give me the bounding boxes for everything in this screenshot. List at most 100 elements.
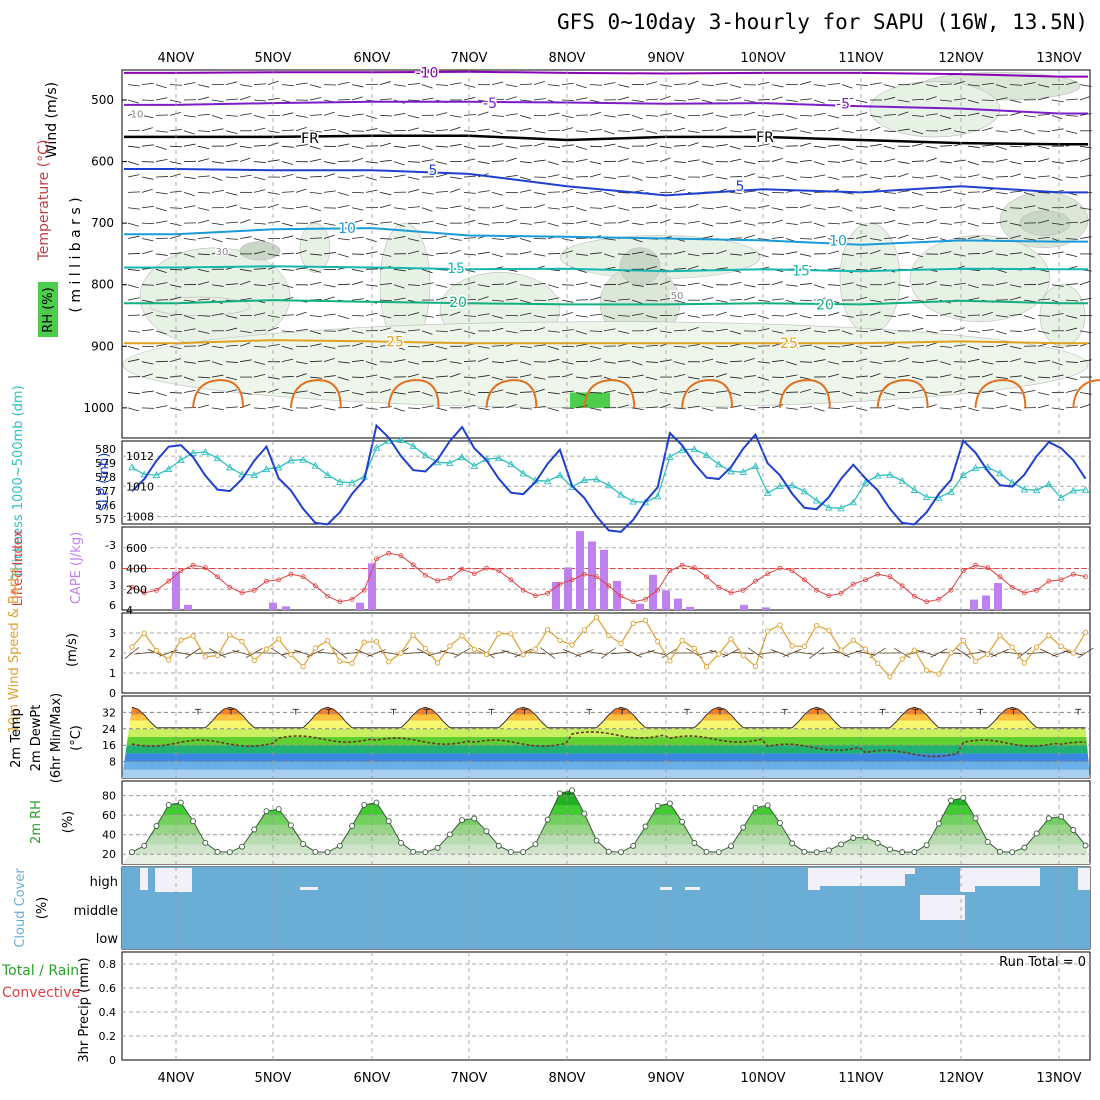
wind-barb: [309, 404, 322, 409]
wind-barb: [855, 207, 868, 210]
wind-barb: [603, 191, 615, 197]
wind-barb: [225, 81, 238, 85]
wind-barb: [239, 207, 252, 211]
wind-barb: [519, 238, 531, 242]
wind-barb: [897, 407, 910, 411]
thickness-point: [299, 455, 307, 463]
wind-barb: [547, 376, 560, 378]
rh-tick-label: 80: [102, 790, 116, 803]
wind-barb: [1079, 96, 1091, 101]
wind-barb: [771, 392, 784, 396]
rh-ylabel-rh: 2m RH: [29, 800, 44, 844]
wind-barb: [561, 82, 574, 86]
wind-speed-point: [520, 652, 526, 658]
wind-barb: [197, 84, 210, 88]
wind-barb-10m: [332, 647, 348, 659]
rh-point: [1045, 815, 1052, 822]
wind-barb: [897, 222, 910, 226]
lifted-index-point: [630, 599, 636, 605]
wind-speed-point: [801, 643, 808, 650]
wind-barb: [883, 175, 896, 178]
wind-speed-point: [765, 628, 771, 634]
wind-barb: [757, 406, 770, 409]
wind-barb: [1079, 392, 1092, 395]
thickness-point: [812, 496, 821, 504]
lifted-index-point: [985, 565, 991, 571]
wind-barb: [1037, 315, 1050, 317]
wind-barb: [337, 315, 349, 320]
wind-barb: [155, 191, 168, 195]
wind-speed-point: [728, 636, 734, 642]
wind-barb: [197, 298, 210, 301]
wind-barb: [547, 407, 559, 412]
wind-barb: [729, 330, 741, 335]
wind-barb: [673, 407, 686, 410]
wind-barb: [463, 281, 476, 286]
wind-barb: [309, 130, 322, 133]
wind-barb-10m: [747, 647, 764, 659]
wind-barb: [813, 345, 825, 351]
lifted-tick-label: 0: [109, 559, 116, 572]
wind-barb: [617, 96, 630, 101]
wind-barb: [771, 281, 783, 286]
wind-barb: [589, 190, 602, 193]
wind-barb: [449, 390, 462, 393]
wind-barb: [519, 284, 532, 287]
lifted-index-point: [863, 577, 868, 583]
wind-barb: [505, 404, 517, 409]
wind-barb: [645, 299, 658, 302]
wind-barb: [421, 145, 433, 151]
wind-barb: [197, 253, 210, 256]
wind-barb: [407, 206, 420, 209]
wind-barb: [1037, 237, 1050, 239]
precip-ylabel-convective: Convective: [2, 985, 80, 1001]
wind-barb: [519, 391, 532, 393]
wind-barb: [393, 268, 406, 272]
wind-barb: [477, 284, 490, 288]
wind-barb: [911, 114, 924, 117]
wind-barb: [883, 191, 896, 194]
temp-ylabel-minmax: (6hr Min/Max): [49, 693, 64, 783]
wind-barb: [267, 344, 280, 347]
lifted-index-point: [471, 571, 477, 577]
wind-barb: [757, 345, 770, 347]
wind-barb: [281, 252, 294, 255]
wind-barb: [505, 219, 517, 224]
wind-barb: [1023, 191, 1035, 197]
cloud-clear-patch: [685, 887, 700, 890]
wind-barb: [295, 144, 308, 147]
wind-barb: [351, 145, 364, 149]
wind-barb: [127, 222, 139, 227]
wind-barb: [645, 266, 658, 270]
temp-tick-label: 16: [102, 739, 116, 752]
wind-barb: [295, 361, 308, 365]
rh-point: [960, 794, 967, 801]
wind-barb: [1037, 298, 1050, 301]
wind-barb: [1037, 281, 1050, 286]
thickness-line: [131, 439, 1086, 509]
lifted-index-point: [154, 587, 159, 593]
wind-barb: [995, 158, 1008, 162]
wind-barb: [253, 329, 266, 332]
cape-bar: [552, 581, 560, 610]
wind-barb: [701, 297, 714, 301]
contour-label: 15: [447, 261, 465, 277]
slp-ylabel-thickness: Thickness 1000~500mb (dm): [11, 385, 26, 579]
temp-contour-FR: [124, 134, 1088, 146]
wind-barb: [841, 159, 854, 162]
lifted-index-point: [789, 568, 795, 574]
rh-point: [349, 823, 355, 829]
wind-speed-point: [593, 614, 600, 620]
rh-point: [1082, 842, 1089, 849]
wind-speed-point: [752, 663, 759, 669]
wind-barb: [253, 222, 266, 225]
wind-barb: [491, 160, 504, 162]
rh-point: [373, 799, 380, 806]
wind-barb: [365, 361, 377, 366]
wind-barb: [911, 361, 924, 364]
wind-barb: [1065, 406, 1078, 409]
wind-barb: [687, 344, 700, 347]
wind-barb: [1079, 330, 1092, 334]
wind-barb: [505, 236, 518, 239]
rh-point: [654, 802, 661, 809]
